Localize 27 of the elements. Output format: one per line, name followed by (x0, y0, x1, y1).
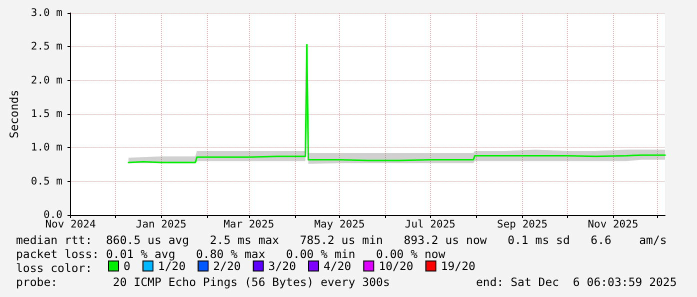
text: packet loss: 0.01 % avg 0.80 % max 0.00 % min 0.00 % now (16, 247, 446, 261)
y-tick-label: 2.5 m (30, 40, 63, 53)
y-tick-label: 0.0 (44, 209, 63, 221)
legend-label: 3/20 (268, 259, 296, 273)
x-tick-label: May 2025 (314, 218, 365, 230)
text: end: Sat Dec 6 06:03:59 2025 (476, 275, 677, 289)
legend-label: 19/20 (440, 259, 476, 273)
y-axis-title: Seconds (7, 90, 21, 138)
y-tick-label: 1.0 m (30, 142, 63, 154)
x-tick-label: Jul 2025 (404, 218, 456, 230)
legend-label: 1/20 (158, 259, 186, 273)
x-tick-label: Nov 2025 (588, 218, 638, 230)
legend-label: 2/20 (213, 259, 241, 273)
y-tick-label: 0.5 m (30, 175, 63, 188)
legend-label: 4/20 (324, 259, 352, 273)
y-tick-label: 2.0 m (30, 74, 63, 86)
legend-label: 10/20 (378, 259, 414, 273)
text: loss color: (16, 261, 92, 275)
x-tick-label: Mar 2025 (224, 218, 274, 230)
x-tick-label: Jan 2025 (136, 218, 186, 230)
text: probe: 20 ICMP Echo Pings (56 Bytes) every 300s (16, 275, 390, 289)
y-tick-label: 1.5 m (30, 108, 63, 120)
y-tick-label: 3.0 m (30, 7, 63, 19)
legend-label: 0 (124, 259, 130, 273)
x-tick-label: Sep 2025 (497, 218, 548, 230)
x-tick-label: Nov 2024 (45, 218, 96, 230)
text: median rtt: 860.5 us avg 2.5 ms max 785.2 us min 893.2 us now 0.1 ms sd 6.6 am/s (16, 233, 667, 247)
